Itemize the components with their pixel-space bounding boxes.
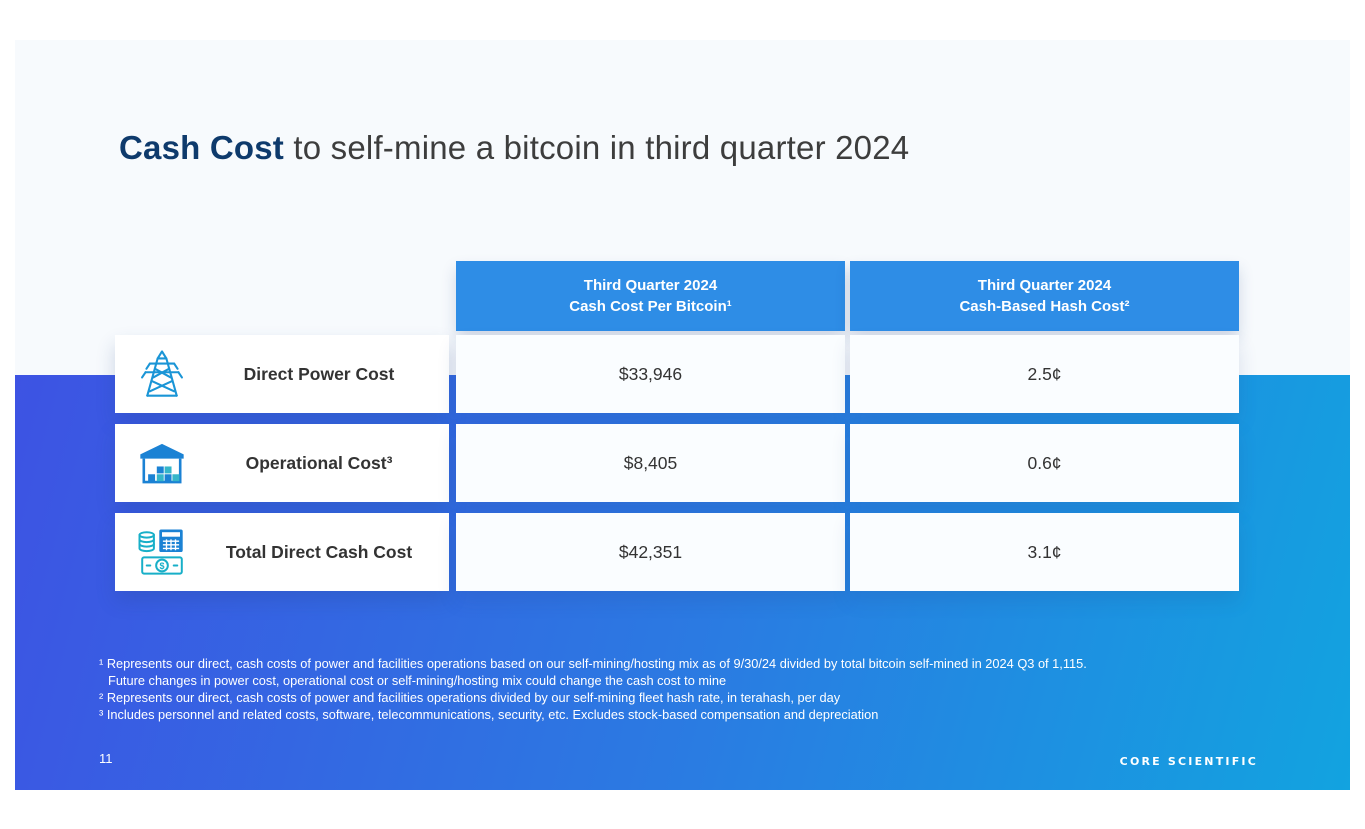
cell-cash-cost-total: $42,351 — [456, 513, 845, 591]
dollar-glyph: $ — [159, 561, 164, 571]
row-label-text: Operational Cost³ — [245, 452, 393, 473]
cell-cash-cost-operational: $8,405 — [456, 424, 845, 502]
power-tower-icon — [115, 348, 209, 400]
title-rest: to self-mine a bitcoin in third quarter … — [284, 129, 910, 166]
footnotes: ¹ Represents our direct, cash costs of p… — [99, 655, 1087, 723]
warehouse-icon — [115, 437, 209, 489]
row-label-total-direct-cash-cost: $ Total Direct Cash Cost — [115, 513, 449, 591]
row-label-text: Total Direct Cash Cost — [225, 541, 413, 562]
column-header-cash-based-hash-cost: Third Quarter 2024 Cash-Based Hash Cost² — [850, 261, 1239, 331]
column-header-line1: Third Quarter 2024 — [977, 277, 1112, 294]
footnote-2: ² Represents our direct, cash costs of p… — [99, 690, 841, 705]
column-header-line1: Third Quarter 2024 — [583, 277, 718, 294]
cell-hash-cost-direct-power: 2.5¢ — [850, 335, 1239, 413]
footnote-1-continued: Future changes in power cost, operationa… — [108, 673, 727, 688]
slide-title: Cash Cost to self-mine a bitcoin in thir… — [119, 126, 909, 170]
cell-cash-cost-direct-power: $33,946 — [456, 335, 845, 413]
row-label-text: Direct Power Cost — [243, 363, 395, 384]
row-label-operational-cost: Operational Cost³ — [115, 424, 449, 502]
page-number: 11 — [99, 751, 113, 766]
footnote-1: ¹ Represents our direct, cash costs of p… — [99, 656, 1087, 671]
cell-hash-cost-total: 3.1¢ — [850, 513, 1239, 591]
column-header-cash-cost-per-bitcoin: Third Quarter 2024 Cash Cost Per Bitcoin… — [456, 261, 845, 331]
cash-calculator-icon: $ — [115, 525, 209, 579]
footnote-3: ³ Includes personnel and related costs, … — [99, 707, 879, 722]
core-scientific-logo: CORE SCIENTIFIC — [1119, 755, 1258, 768]
row-label-direct-power-cost: Direct Power Cost — [115, 335, 449, 413]
title-highlight: Cash Cost — [119, 129, 284, 166]
column-header-line2: Cash-Based Hash Cost² — [959, 298, 1130, 315]
column-header-line2: Cash Cost Per Bitcoin¹ — [569, 298, 732, 315]
cell-hash-cost-operational: 0.6¢ — [850, 424, 1239, 502]
slide: Cash Cost to self-mine a bitcoin in thir… — [15, 40, 1350, 790]
